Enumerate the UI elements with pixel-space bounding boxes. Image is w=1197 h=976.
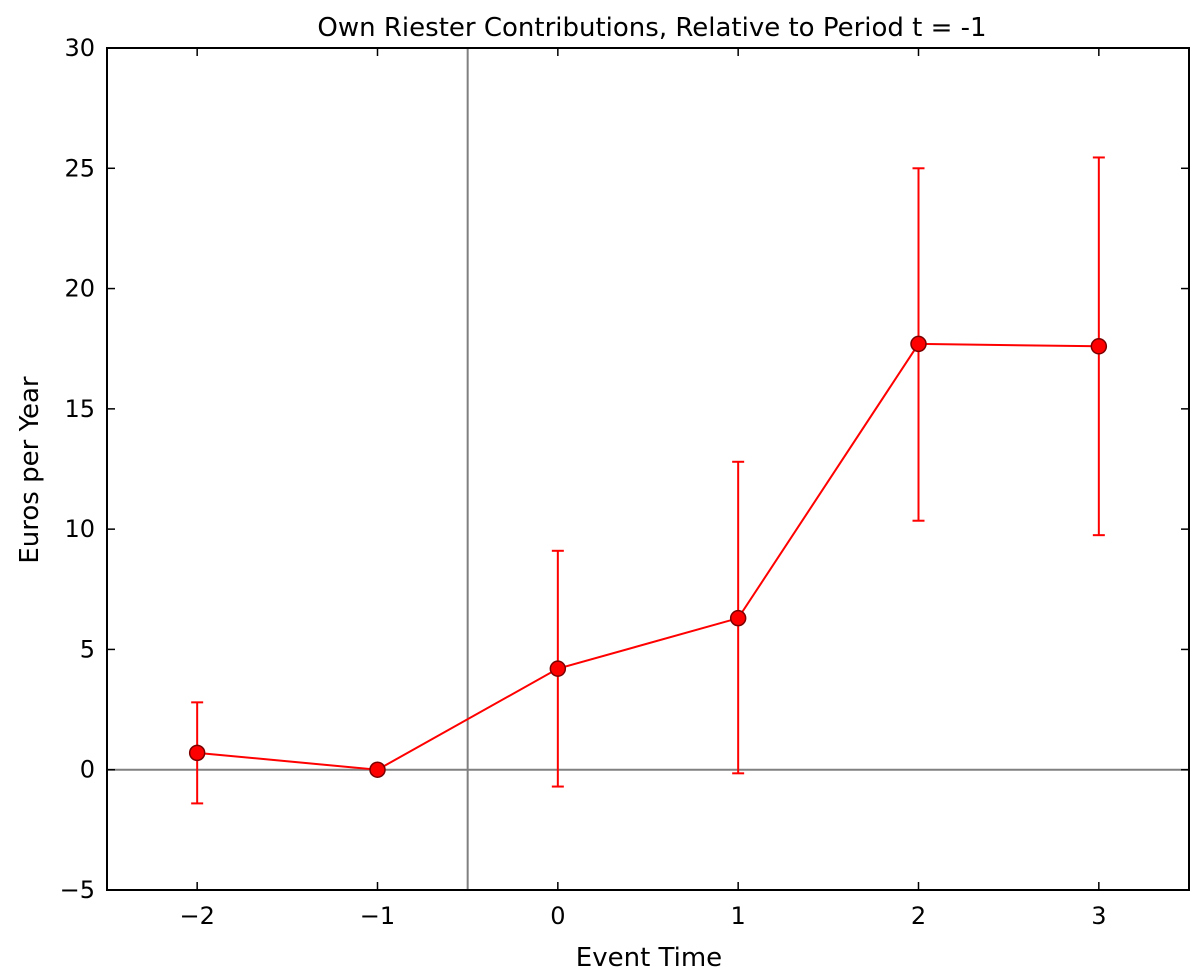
x-tick-label: −1 (360, 902, 395, 930)
x-tick-label: 2 (911, 902, 926, 930)
data-point (1090, 338, 1108, 355)
data-point (549, 660, 567, 677)
y-tick-label: 0 (80, 756, 95, 784)
y-tick-label: 10 (64, 515, 95, 543)
x-tick-label: 3 (1091, 902, 1106, 930)
x-tick-label: 1 (731, 902, 746, 930)
data-point (188, 744, 206, 762)
x-tick-label: 0 (550, 902, 565, 930)
y-tick-label: 30 (64, 34, 95, 62)
data-point (369, 761, 386, 778)
chart-title: Own Riester Contributions, Relative to P… (317, 13, 986, 43)
series-line (197, 342, 1099, 771)
x-tick-label: −2 (179, 902, 214, 930)
data-point (729, 609, 747, 627)
y-tick-label: 5 (80, 635, 95, 663)
y-tick-label: 20 (64, 275, 95, 303)
y-tick-label: −5 (60, 876, 95, 904)
y-axis-title: Euros per Year (15, 376, 45, 564)
y-tick-label: 15 (64, 395, 95, 423)
x-axis-title: Event Time (576, 943, 722, 973)
y-tick-label: 25 (64, 154, 95, 182)
data-point (910, 335, 927, 353)
plot-frame (106, 47, 1190, 891)
